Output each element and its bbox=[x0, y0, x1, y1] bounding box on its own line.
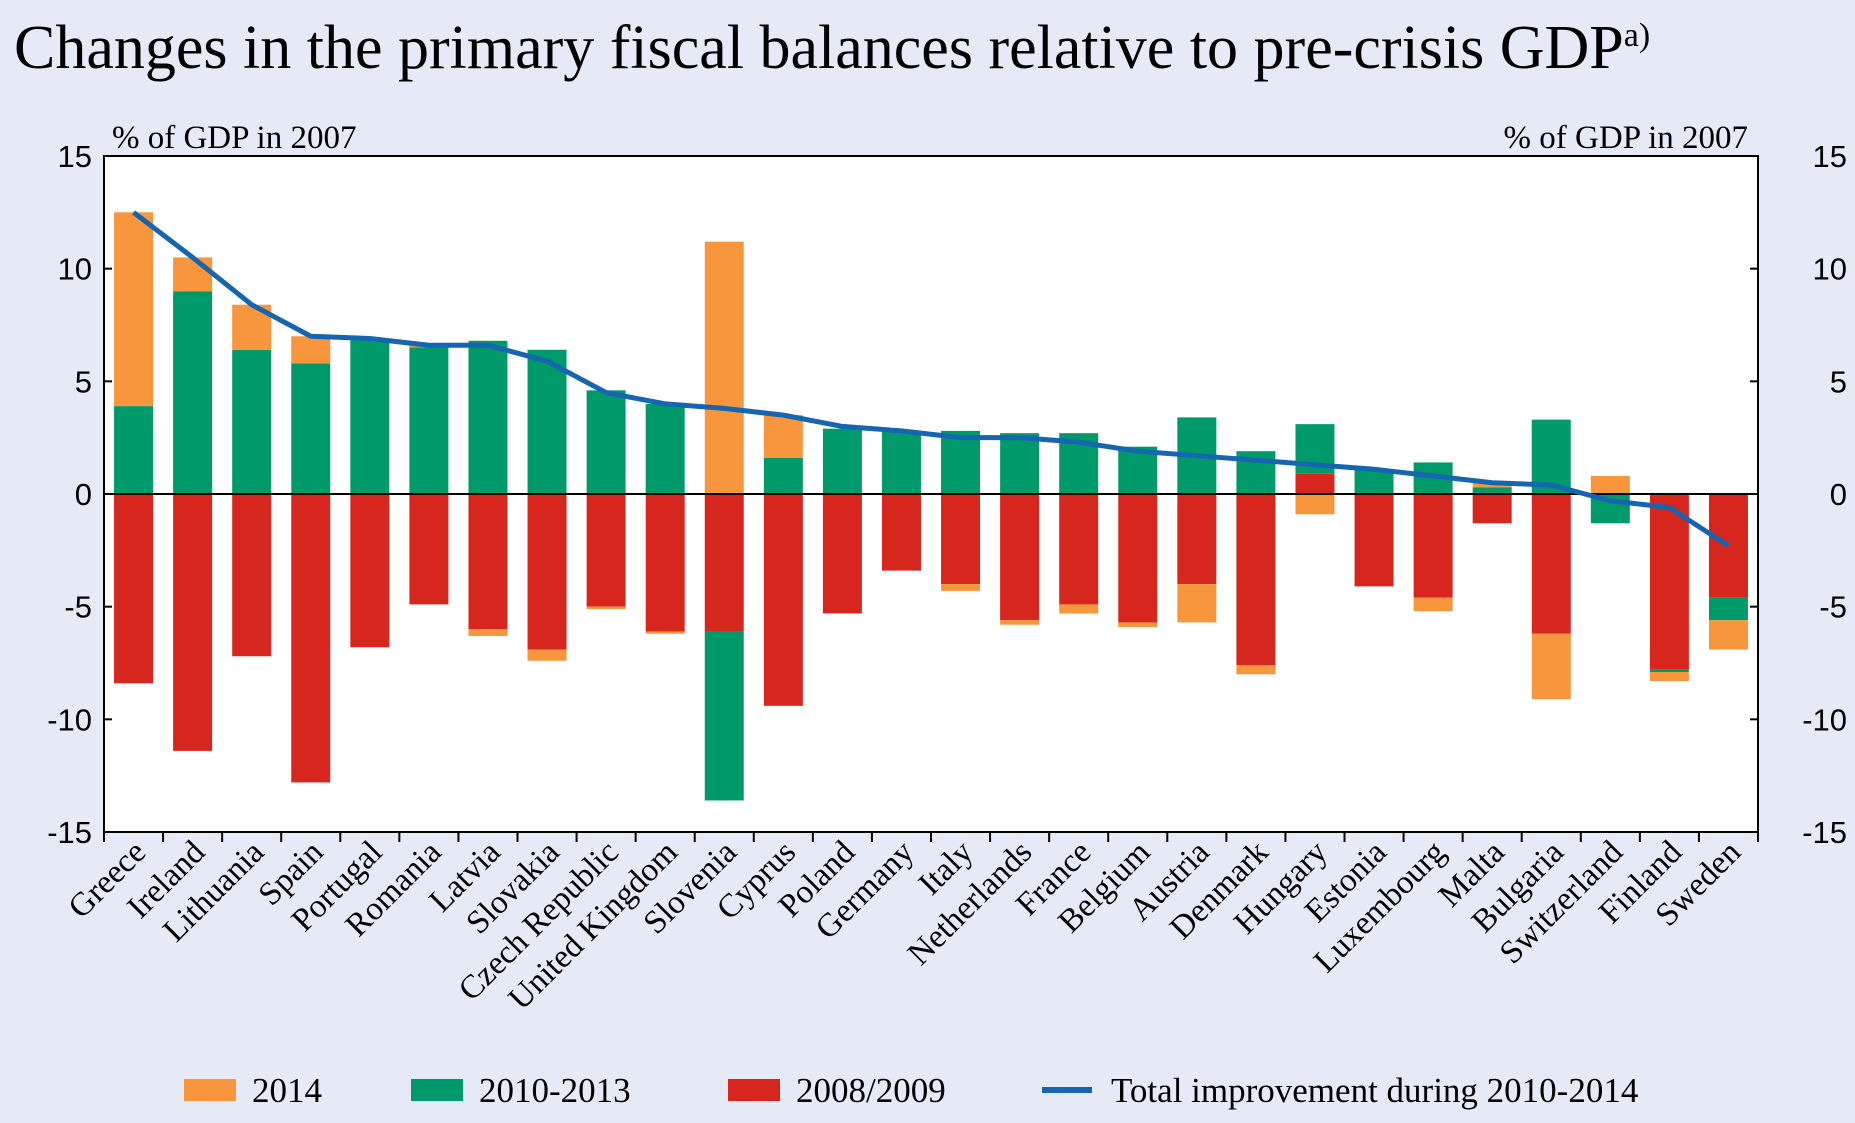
bar-segment bbox=[586, 606, 626, 609]
bar-segment bbox=[232, 494, 272, 657]
legend-swatch bbox=[184, 1079, 236, 1101]
y-tick-label: 10 bbox=[58, 252, 92, 287]
y2-tick-label: 0 bbox=[1830, 477, 1847, 512]
legend-label: 2014 bbox=[252, 1071, 322, 1110]
legend-label: 2008/2009 bbox=[796, 1071, 946, 1110]
bar-segment bbox=[704, 631, 744, 801]
bar-segment bbox=[586, 390, 626, 494]
bar-segment bbox=[527, 494, 567, 650]
bar-segment bbox=[409, 347, 449, 494]
bar-segment bbox=[468, 494, 508, 630]
bar-segment bbox=[1059, 494, 1099, 605]
bar-segment bbox=[941, 584, 981, 591]
bar-segment bbox=[704, 494, 744, 632]
bar-segment bbox=[1000, 620, 1040, 625]
chart-title: Changes in the primary fiscal balances r… bbox=[14, 14, 1650, 82]
legend-label: 2010-2013 bbox=[479, 1071, 631, 1110]
y-tick-label: 0 bbox=[75, 477, 92, 512]
bar-segment bbox=[1708, 494, 1748, 598]
bar-segment bbox=[1354, 494, 1394, 587]
bar-segment bbox=[114, 212, 154, 407]
bar-segment bbox=[645, 494, 685, 632]
bar-segment bbox=[763, 415, 803, 458]
line-series bbox=[132, 210, 1730, 548]
y2-tick-label: 5 bbox=[1830, 364, 1847, 399]
bar-segment bbox=[1236, 494, 1276, 666]
bar-segment bbox=[881, 430, 921, 494]
y2-tick-label: 10 bbox=[1813, 252, 1847, 287]
bar-segment bbox=[1531, 633, 1571, 700]
bar-segment bbox=[1413, 597, 1453, 612]
bar-segment bbox=[881, 494, 921, 571]
y-tick-label: -5 bbox=[64, 590, 92, 625]
bar-segment bbox=[822, 494, 862, 614]
title-superscript: a) bbox=[1624, 17, 1650, 54]
bar-segment bbox=[1118, 622, 1158, 627]
bar-segment bbox=[1649, 669, 1689, 673]
bar-segment bbox=[763, 457, 803, 494]
y2-tick-label: -10 bbox=[1802, 702, 1847, 737]
y-tick-label: 5 bbox=[75, 364, 92, 399]
bar-segment bbox=[350, 494, 390, 648]
bar-segment bbox=[114, 406, 154, 494]
legend-label: Total improvement during 2010-2014 bbox=[1111, 1071, 1638, 1110]
y2-axis-label: % of GDP in 2007 bbox=[1504, 120, 1748, 156]
y-tick-label: -10 bbox=[47, 702, 92, 737]
bar-segment bbox=[1708, 620, 1748, 650]
legend-swatch bbox=[411, 1079, 463, 1101]
bar-segment bbox=[1472, 487, 1512, 494]
bar-segment bbox=[1531, 419, 1571, 494]
bar-segment bbox=[645, 403, 685, 494]
bar-segment bbox=[468, 629, 508, 636]
bar-segment bbox=[1649, 494, 1689, 670]
bar-segment bbox=[1354, 469, 1394, 494]
y2-tick-label: -15 bbox=[1802, 815, 1847, 850]
bar-segment bbox=[468, 340, 508, 494]
bar-segment bbox=[763, 494, 803, 706]
bar-segment bbox=[173, 291, 213, 494]
bar-segment bbox=[1000, 494, 1040, 621]
bar-segment bbox=[1708, 597, 1748, 621]
bar-segment bbox=[1000, 433, 1040, 494]
bar-segment bbox=[1236, 665, 1276, 675]
bar-segment bbox=[645, 631, 685, 634]
bar-segment bbox=[1531, 494, 1571, 634]
bar-segment bbox=[941, 494, 981, 585]
bar-segment bbox=[1295, 494, 1335, 515]
bar-segment bbox=[409, 494, 449, 605]
y2-tick-label: -5 bbox=[1819, 590, 1847, 625]
bar-segment bbox=[704, 241, 744, 494]
legend-swatch bbox=[728, 1079, 780, 1101]
bar-segment bbox=[173, 257, 213, 292]
y-axis-label: % of GDP in 2007 bbox=[112, 120, 356, 156]
bar-segment bbox=[822, 428, 862, 494]
y-tick-label: -15 bbox=[47, 815, 92, 850]
bar-segment bbox=[173, 494, 213, 751]
bar-segment bbox=[232, 349, 272, 494]
bar-segment bbox=[1177, 494, 1217, 585]
bar-segment bbox=[114, 494, 154, 684]
bar-segment bbox=[350, 338, 390, 494]
bar-segment bbox=[527, 649, 567, 661]
bar-segment bbox=[1472, 494, 1512, 524]
bar-segment bbox=[1295, 473, 1335, 494]
bar-segment bbox=[1118, 494, 1158, 623]
bar-segment bbox=[291, 336, 331, 364]
bar-segment bbox=[1059, 604, 1099, 614]
bar-segment bbox=[1649, 672, 1689, 682]
bar-segment bbox=[1590, 475, 1630, 494]
bar-segment bbox=[941, 430, 981, 494]
bar-segment bbox=[291, 363, 331, 494]
bar-segment bbox=[1177, 584, 1217, 623]
y-tick-label: 15 bbox=[58, 139, 92, 174]
bar-segment bbox=[527, 349, 567, 494]
bar-segment bbox=[1413, 494, 1453, 598]
title-text: Changes in the primary fiscal balances r… bbox=[14, 14, 1624, 82]
y2-tick-label: 15 bbox=[1813, 139, 1847, 174]
bar-segment bbox=[291, 494, 331, 783]
bar-segment bbox=[586, 494, 626, 607]
